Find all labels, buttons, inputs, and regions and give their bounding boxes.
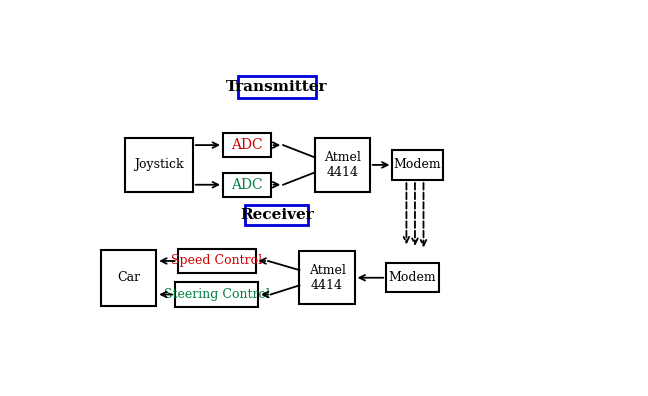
Bar: [238, 76, 316, 98]
Text: Transmitter: Transmitter: [226, 80, 328, 94]
Bar: [246, 205, 308, 225]
Bar: [223, 133, 271, 157]
Bar: [299, 251, 354, 305]
Bar: [178, 249, 255, 273]
Bar: [175, 282, 258, 307]
Text: Car: Car: [117, 271, 140, 284]
Text: ADC: ADC: [231, 178, 262, 192]
Text: Receiver: Receiver: [240, 208, 314, 222]
Bar: [386, 263, 439, 292]
Text: Steering Control: Steering Control: [163, 288, 270, 301]
Text: ADC: ADC: [231, 138, 262, 152]
Text: Modem: Modem: [389, 271, 436, 284]
Text: Atmel
4414: Atmel 4414: [308, 264, 345, 292]
Text: Joystick: Joystick: [134, 158, 183, 171]
Text: Atmel
4414: Atmel 4414: [324, 151, 360, 179]
Bar: [101, 249, 156, 306]
Text: Speed Control: Speed Control: [171, 255, 262, 267]
Bar: [393, 150, 443, 180]
Bar: [223, 173, 271, 197]
Bar: [314, 138, 370, 192]
Text: Modem: Modem: [394, 158, 441, 171]
Bar: [125, 138, 192, 192]
